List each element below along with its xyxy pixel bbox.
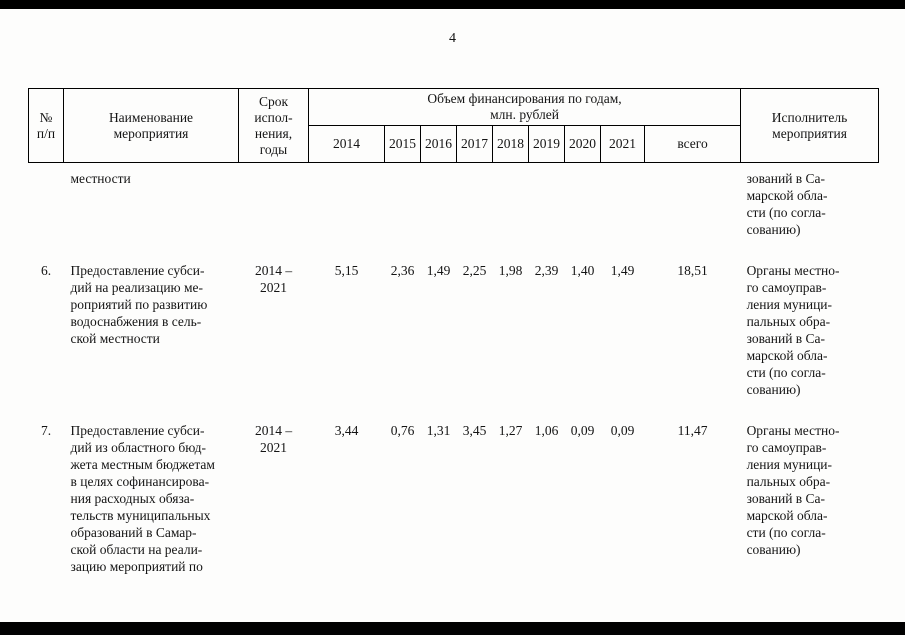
cell-value-total: 18,51: [677, 263, 708, 278]
cell-value-2019: [529, 163, 565, 263]
header-year-2021: 2021: [600, 125, 645, 163]
cell-executor: Органы местно- го самоуправ- ления муниц…: [746, 423, 840, 557]
header-row-years: 2014 2015 2016 2017 2018 2019 2020 2021 …: [29, 125, 879, 163]
cell-executor: Органы местно- го самоуправ- ления муниц…: [746, 263, 840, 397]
header-year-2020: 2020: [564, 125, 601, 163]
cell-name: местности: [70, 171, 131, 186]
table-row-7: 7. Предоставление субси- дий из областно…: [29, 422, 879, 599]
header-year-2016: 2016: [420, 125, 457, 163]
cell-value-2019: 2,39: [534, 263, 559, 278]
cell-value-2016: 1,49: [426, 263, 451, 278]
cell-value-2018: [493, 163, 529, 263]
header-year-2018: 2018: [492, 125, 529, 163]
scan-edge-bottom: [0, 622, 905, 635]
cell-name: Предоставление субси- дий на реализацию …: [70, 263, 208, 346]
table-row-continuation: местности зований в Са- марской обла- ст…: [29, 163, 879, 263]
cell-value-2020: 1,40: [570, 263, 595, 278]
cell-value-total: [645, 163, 741, 263]
header-year-2014: 2014: [308, 125, 385, 163]
header-year-2019: 2019: [528, 125, 565, 163]
header-year-total: всего: [643, 125, 742, 163]
cell-value-2014: 3,44: [334, 423, 359, 438]
cell-value-2021: 1,49: [610, 263, 635, 278]
cell-value-2018: 1,98: [498, 263, 523, 278]
cell-value-2020: [565, 163, 601, 263]
header-row-main: № п/п Наименование мероприятия Срок испо…: [28, 88, 880, 163]
cell-num: [29, 163, 64, 263]
cell-value-2017: [457, 163, 493, 263]
cell-value-2018: 1,27: [498, 423, 523, 438]
cell-value-2014: [309, 163, 385, 263]
cell-value-2016: [421, 163, 457, 263]
header-col-num: № п/п: [28, 88, 64, 163]
cell-value-2015: 0,76: [390, 423, 415, 438]
cell-value-2019: 1,06: [534, 423, 559, 438]
table-row-6: 6. Предоставление субси- дий на реализац…: [29, 262, 879, 422]
cell-term: [239, 163, 309, 263]
cell-value-2015: [385, 163, 421, 263]
header-col-executor: Исполнитель мероприятия: [740, 88, 880, 163]
cell-num: 6.: [40, 263, 52, 278]
header-year-2017: 2017: [456, 125, 493, 163]
cell-value-2021: [601, 163, 645, 263]
cell-executor: зований в Са- марской обла- сти (по согл…: [746, 171, 828, 237]
header-col-term: Срок испол- нения, годы: [238, 88, 309, 163]
cell-term: 2014 – 2021: [254, 263, 293, 295]
cell-value-2016: 1,31: [426, 423, 451, 438]
header-col-funding: Объем финансирования по годам, млн. рубл…: [307, 88, 742, 126]
scan-edge-top: [0, 0, 905, 9]
cell-value-2017: 3,45: [462, 423, 487, 438]
cell-value-total: 11,47: [677, 423, 708, 438]
cell-term: 2014 – 2021: [254, 423, 293, 455]
header-year-2015: 2015: [384, 125, 421, 163]
page-number: 4: [449, 31, 456, 46]
header-col-name: Наименование мероприятия: [63, 88, 239, 163]
cell-value-2015: 2,36: [390, 263, 415, 278]
cell-value-2020: 0,09: [570, 423, 595, 438]
cell-value-2017: 2,25: [462, 263, 487, 278]
funding-table: № п/п Наименование мероприятия Срок испо…: [28, 88, 880, 599]
cell-name: Предоставление субси- дий из областного …: [70, 423, 215, 574]
cell-num: 7.: [40, 423, 52, 438]
cell-value-2014: 5,15: [334, 263, 359, 278]
cell-value-2021: 0,09: [610, 423, 635, 438]
